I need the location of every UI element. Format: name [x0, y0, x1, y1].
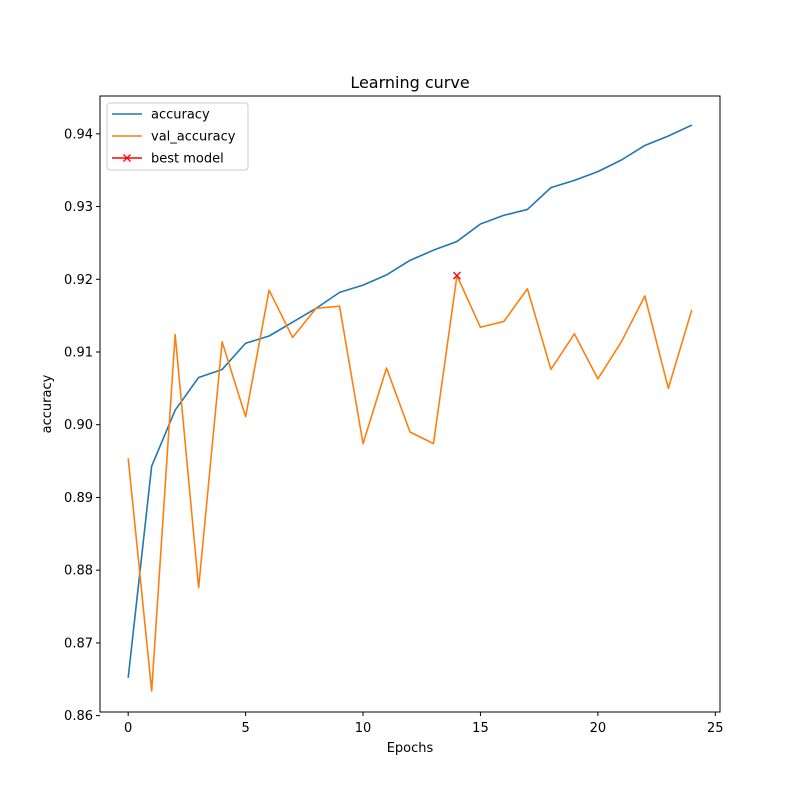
series-line-val-accuracy	[128, 276, 692, 691]
x-tick-label: 0	[124, 721, 132, 736]
x-axis: 0 5 10 15 20 25	[124, 712, 724, 736]
y-tick-label: 0.93	[64, 200, 93, 215]
x-tick-label: 15	[472, 721, 489, 736]
y-axis-label: accuracy	[40, 374, 55, 433]
x-tick-label: 20	[590, 721, 607, 736]
chart-title: Learning curve	[350, 73, 469, 92]
legend-label-val-accuracy: val_accuracy	[151, 130, 236, 145]
y-tick-label: 0.94	[64, 127, 93, 142]
axes-frame	[100, 96, 720, 712]
x-tick-label: 10	[355, 721, 372, 736]
y-tick-label: 0.89	[64, 491, 93, 506]
y-tick-label: 0.91	[64, 346, 93, 361]
legend-label-best-model: best model	[151, 152, 224, 167]
y-tick-label: 0.90	[64, 418, 93, 433]
x-axis-label: Epochs	[387, 741, 434, 756]
x-tick-label: 25	[707, 721, 724, 736]
y-axis: 0.86 0.87 0.88 0.89 0.90 0.91 0.92 0.93 0.94	[64, 127, 100, 724]
y-tick-label: 0.87	[64, 636, 93, 651]
y-tick-label: 0.92	[64, 273, 93, 288]
series-line-accuracy	[128, 125, 692, 678]
legend-label-accuracy: accuracy	[151, 108, 210, 123]
x-tick-label: 5	[241, 721, 249, 736]
y-tick-label: 0.88	[64, 564, 93, 579]
plot-area	[128, 125, 692, 691]
y-tick-label: 0.86	[64, 709, 93, 724]
